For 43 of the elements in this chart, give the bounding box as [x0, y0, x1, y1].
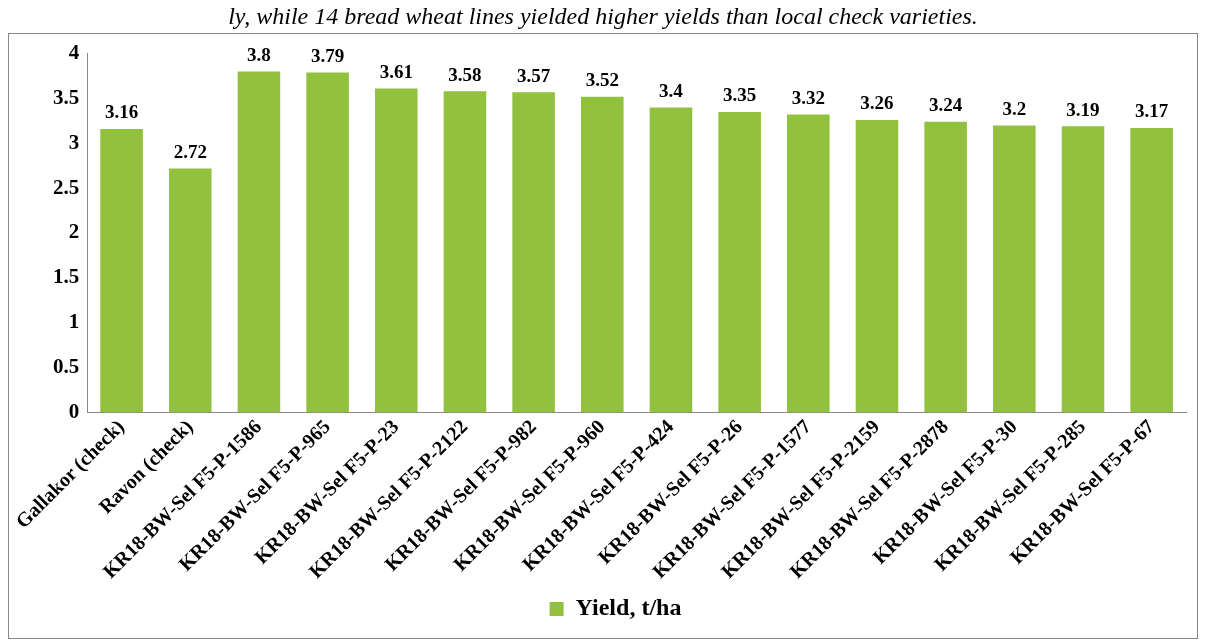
- y-tick-label: 0.5: [53, 354, 80, 379]
- bar: [1130, 128, 1173, 413]
- data-label: 3.57: [516, 64, 551, 86]
- bar: [855, 120, 899, 413]
- y-tick-label: 0: [68, 398, 80, 423]
- data-label: 3.26: [860, 92, 894, 114]
- y-tick-label: 2: [68, 219, 80, 244]
- bar: [718, 111, 761, 413]
- bar: [787, 114, 830, 413]
- bar: [581, 96, 624, 413]
- data-label: 2.72: [173, 140, 207, 162]
- data-label: 3.32: [791, 87, 825, 109]
- y-tick-label: 1: [68, 309, 80, 334]
- data-label: 3.4: [659, 79, 684, 101]
- bar: [512, 92, 555, 413]
- bar: [443, 91, 487, 413]
- data-label: 3.58: [448, 63, 482, 85]
- bar: [168, 168, 212, 413]
- data-label: 3.79: [310, 44, 345, 66]
- bar: [100, 128, 143, 413]
- bar: [649, 107, 693, 413]
- legend-label: Yield, t/ha: [575, 594, 682, 621]
- bar: [1061, 126, 1105, 413]
- data-label: 3.17: [1135, 100, 1169, 122]
- data-label: 3.24: [929, 94, 963, 116]
- bar: [237, 71, 281, 413]
- data-label: 3.2: [1002, 97, 1027, 119]
- y-tick-label: 2.5: [53, 174, 80, 199]
- bar: [993, 125, 1036, 413]
- text: ly, while 14 bread wheat lines yielded higher yields than local check varieties.: [227, 2, 979, 30]
- data-label: 3.8: [247, 43, 271, 65]
- bar: [924, 121, 967, 413]
- y-tick-label: 4: [68, 40, 80, 65]
- data-label: 3.35: [723, 84, 757, 106]
- data-label: 3.61: [379, 61, 413, 82]
- data-label: 3.16: [104, 101, 139, 123]
- y-tick-label: 3: [68, 129, 80, 154]
- y-tick-label: 1.5: [53, 264, 80, 289]
- data-label: 3.19: [1066, 98, 1100, 120]
- y-tick-label: 3.5: [53, 84, 80, 109]
- bar: [374, 88, 418, 413]
- data-label: 3.52: [585, 69, 619, 91]
- bar: [306, 72, 349, 413]
